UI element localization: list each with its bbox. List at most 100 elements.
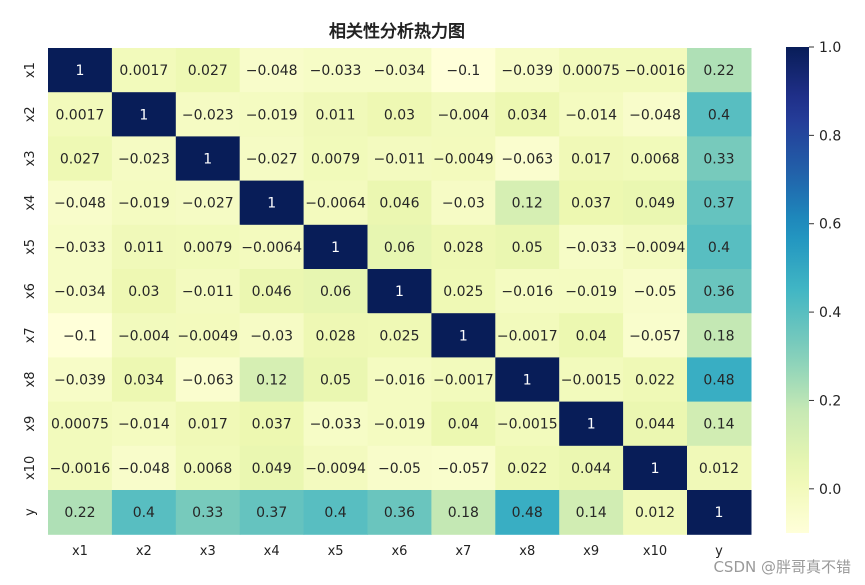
heatmap-cell — [559, 48, 624, 93]
heatmap-cell — [303, 180, 369, 226]
heatmap-cell — [48, 224, 113, 270]
x-tick-label: y — [715, 544, 723, 559]
cell-value-label: 1 — [587, 417, 596, 433]
cell-value-label: 0.33 — [192, 505, 223, 521]
heatmap-cell — [367, 136, 432, 182]
cell-value-label: 1 — [75, 63, 84, 79]
cell-value-label: −0.03 — [442, 196, 485, 212]
heatmap-cell — [367, 490, 432, 535]
heatmap-cell — [111, 357, 177, 403]
heatmap-cell — [175, 180, 241, 226]
cell-value-label: −0.034 — [374, 63, 426, 79]
heatmap-cell — [303, 136, 369, 182]
cell-value-label: 0.03 — [384, 107, 415, 123]
heatmap-cell — [559, 269, 624, 314]
cell-value-label: 1 — [267, 196, 276, 212]
y-tick-label: x2 — [23, 106, 38, 122]
heatmap-cell — [559, 180, 624, 226]
x-tick-labels: x1 x2 x3 x4 x5 x6 x7 x8 x9 x10 y — [72, 544, 723, 559]
cell-value-label: 0.011 — [124, 240, 164, 256]
cell-value-label: 1 — [714, 505, 723, 521]
cell-value-label: 0.14 — [703, 417, 734, 433]
cell-value-label: 0.33 — [703, 152, 734, 168]
cell-value-label: −0.1 — [63, 328, 97, 344]
cell-value-label: 0.00075 — [51, 417, 109, 433]
cell-value-label: 0.037 — [571, 196, 611, 212]
cell-value-label: 0.36 — [703, 284, 734, 300]
heatmap-cell — [111, 136, 177, 182]
colorbar-tick-label: 0.0 — [819, 482, 841, 498]
heatmap-cell — [623, 490, 688, 535]
cell-value-label: −0.004 — [437, 107, 489, 123]
colorbar-gradient — [786, 47, 809, 533]
cell-value-label: 0.4 — [324, 505, 346, 521]
cell-value-label: 0.0068 — [183, 461, 232, 477]
heatmap-cell — [48, 490, 113, 535]
heatmap-cell — [303, 224, 369, 270]
heatmap-cell — [239, 180, 305, 226]
heatmap-cell — [559, 490, 624, 535]
y-tick-label: x6 — [23, 283, 38, 299]
heatmap-cell — [111, 313, 177, 358]
heatmap-cell — [175, 136, 241, 182]
cell-value-label: −0.016 — [374, 373, 426, 389]
cell-value-label: −0.019 — [374, 417, 426, 433]
cell-value-label: −0.0049 — [177, 328, 238, 344]
cell-value-label: −0.033 — [565, 240, 617, 256]
heatmap-cell — [431, 357, 496, 403]
cell-value-label: −0.0017 — [433, 373, 494, 389]
y-tick-label: x4 — [23, 195, 38, 211]
cell-value-label: 0.028 — [443, 240, 483, 256]
cell-value-label: 0.025 — [379, 328, 419, 344]
heatmap-cell — [495, 224, 560, 270]
heatmap-cell — [111, 490, 177, 535]
heatmap-cell — [239, 269, 305, 314]
heatmap-cell — [111, 401, 177, 447]
cell-value-label: −0.048 — [118, 461, 170, 477]
cell-value-label: −0.0016 — [625, 63, 686, 79]
cell-value-label: −0.0015 — [497, 417, 558, 433]
cell-value-label: −0.0064 — [305, 196, 366, 212]
cell-value-label: 0.049 — [252, 461, 292, 477]
cell-value-label: −0.039 — [54, 373, 106, 389]
cell-value-label: 0.48 — [512, 505, 543, 521]
cell-value-label: −0.014 — [118, 417, 170, 433]
heatmap-cell — [367, 180, 432, 226]
cell-value-label: −0.033 — [310, 417, 362, 433]
heatmap-cell — [559, 313, 624, 358]
y-tick-label: x1 — [23, 62, 38, 78]
cell-value-label: −0.033 — [310, 63, 362, 79]
cell-value-label: −0.033 — [54, 240, 106, 256]
heatmap-cell — [239, 490, 305, 535]
heatmap-cell — [495, 357, 560, 403]
heatmap-cell — [431, 269, 496, 314]
heatmap-cell — [623, 180, 688, 226]
cell-value-label: 0.05 — [512, 240, 543, 256]
heatmap-cell — [687, 357, 752, 403]
x-tick-label: x3 — [200, 544, 216, 559]
heatmap-cell — [687, 445, 752, 491]
cell-value-label: 0.4 — [133, 505, 155, 521]
heatmap-cell — [367, 269, 432, 314]
heatmap-cell — [431, 92, 496, 137]
cell-value-label: 0.025 — [443, 284, 483, 300]
heatmap-cell — [687, 313, 752, 358]
cell-value-label: 0.48 — [703, 373, 734, 389]
cell-value-label: 0.012 — [699, 461, 739, 477]
cell-value-label: 0.012 — [635, 505, 675, 521]
cell-value-label: 0.04 — [576, 328, 607, 344]
cell-value-label: −0.023 — [118, 152, 170, 168]
cell-value-label: −0.019 — [565, 284, 617, 300]
heatmap-cell — [687, 136, 752, 182]
cell-value-label: 0.0017 — [55, 107, 104, 123]
heatmap-cell — [559, 445, 624, 491]
heatmap-cell — [48, 313, 113, 358]
y-tick-label: x7 — [23, 327, 38, 343]
x-tick-label: x9 — [583, 544, 599, 559]
heatmap-cell — [431, 224, 496, 270]
heatmap-cell — [239, 401, 305, 447]
heatmap-cell — [175, 445, 241, 491]
heatmap-cell — [687, 48, 752, 93]
heatmap-cell — [239, 313, 305, 358]
